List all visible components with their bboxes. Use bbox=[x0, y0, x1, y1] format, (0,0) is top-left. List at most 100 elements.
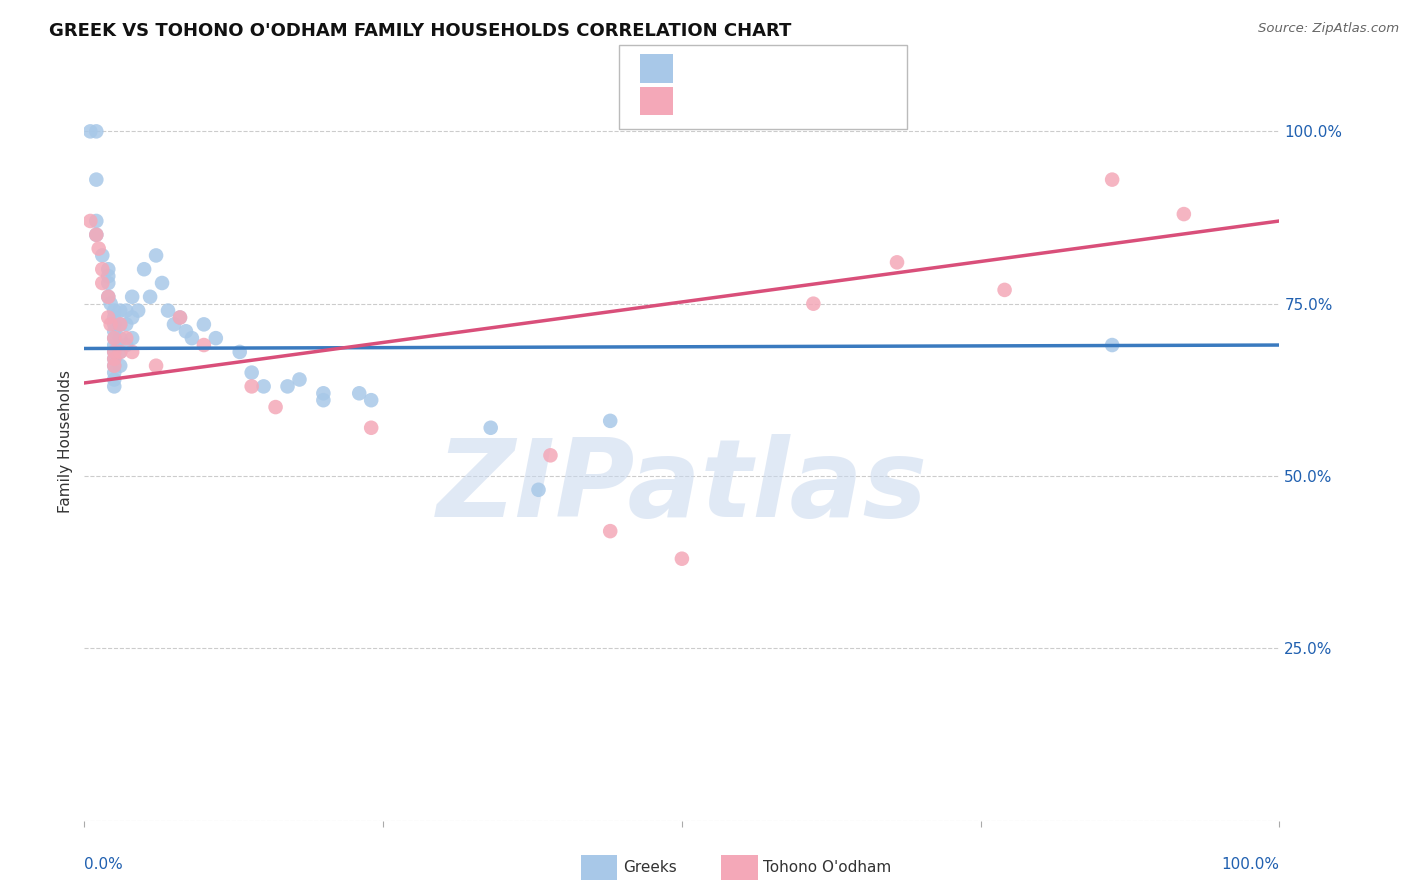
Point bbox=[103, 318, 125, 332]
Point bbox=[121, 310, 143, 325]
Point bbox=[312, 386, 335, 401]
Point bbox=[91, 276, 114, 290]
Text: 0.340: 0.340 bbox=[716, 94, 763, 108]
Point bbox=[174, 324, 197, 338]
Point bbox=[86, 214, 108, 228]
Point bbox=[103, 372, 125, 386]
Point bbox=[103, 351, 125, 366]
Point bbox=[91, 262, 114, 277]
Point bbox=[100, 296, 122, 310]
Point bbox=[103, 303, 125, 318]
Point bbox=[86, 227, 108, 242]
Point bbox=[277, 379, 299, 393]
Point bbox=[97, 269, 120, 284]
Point bbox=[1173, 207, 1195, 221]
Point bbox=[145, 359, 167, 373]
Point bbox=[103, 359, 125, 373]
Point bbox=[349, 386, 371, 401]
Point bbox=[110, 303, 132, 318]
Point bbox=[86, 124, 108, 138]
Text: Tohono O'odham: Tohono O'odham bbox=[763, 860, 891, 874]
Point bbox=[139, 290, 162, 304]
Point bbox=[886, 255, 908, 269]
Point bbox=[994, 283, 1017, 297]
Point bbox=[240, 366, 263, 380]
Text: Greeks: Greeks bbox=[623, 860, 676, 874]
Point bbox=[103, 331, 125, 345]
Text: Source: ZipAtlas.com: Source: ZipAtlas.com bbox=[1258, 22, 1399, 36]
Point bbox=[181, 331, 204, 345]
Point bbox=[97, 290, 120, 304]
Point bbox=[127, 303, 149, 318]
Point bbox=[110, 345, 132, 359]
Point bbox=[312, 393, 335, 408]
Point bbox=[115, 338, 138, 352]
Point bbox=[240, 379, 263, 393]
Point bbox=[253, 379, 276, 393]
Point bbox=[1101, 172, 1123, 186]
Point bbox=[103, 345, 125, 359]
Point bbox=[145, 248, 167, 262]
Point bbox=[97, 276, 120, 290]
Text: N =: N = bbox=[786, 94, 820, 108]
Point bbox=[103, 359, 125, 373]
Point bbox=[100, 318, 122, 332]
Text: R =: R = bbox=[679, 94, 713, 108]
Point bbox=[103, 310, 125, 325]
Point bbox=[360, 393, 382, 408]
Point bbox=[115, 318, 138, 332]
Point bbox=[193, 338, 215, 352]
Text: R =: R = bbox=[679, 62, 713, 76]
Point bbox=[97, 262, 120, 277]
Point bbox=[79, 214, 101, 228]
Point bbox=[157, 303, 180, 318]
Point bbox=[110, 345, 132, 359]
Point bbox=[360, 421, 382, 435]
Point bbox=[599, 414, 621, 428]
Point bbox=[121, 345, 143, 359]
Text: GREEK VS TOHONO O'ODHAM FAMILY HOUSEHOLDS CORRELATION CHART: GREEK VS TOHONO O'ODHAM FAMILY HOUSEHOLD… bbox=[49, 22, 792, 40]
Point bbox=[163, 318, 186, 332]
Point bbox=[1101, 338, 1123, 352]
Y-axis label: Family Households: Family Households bbox=[58, 370, 73, 513]
Point bbox=[132, 262, 156, 277]
Point bbox=[169, 310, 191, 325]
Point bbox=[110, 359, 132, 373]
Text: 100.0%: 100.0% bbox=[1222, 857, 1279, 872]
Point bbox=[479, 421, 502, 435]
Point bbox=[671, 551, 693, 566]
Point bbox=[103, 331, 125, 345]
Point bbox=[103, 351, 125, 366]
Point bbox=[110, 331, 132, 345]
Point bbox=[86, 172, 108, 186]
Point bbox=[599, 524, 621, 538]
Point bbox=[229, 345, 252, 359]
Text: 59: 59 bbox=[823, 62, 844, 76]
Point bbox=[540, 448, 562, 462]
Point bbox=[115, 303, 138, 318]
Point bbox=[97, 290, 120, 304]
Point bbox=[527, 483, 550, 497]
Point bbox=[169, 310, 191, 325]
Point bbox=[103, 379, 125, 393]
Point bbox=[103, 338, 125, 352]
Text: 0.0%: 0.0% bbox=[84, 857, 124, 872]
Point bbox=[193, 318, 215, 332]
Point bbox=[86, 227, 108, 242]
Point bbox=[87, 242, 110, 256]
Text: 30: 30 bbox=[823, 94, 844, 108]
Point bbox=[91, 248, 114, 262]
Point bbox=[121, 331, 143, 345]
Point bbox=[205, 331, 228, 345]
Point bbox=[103, 345, 125, 359]
Point bbox=[115, 331, 138, 345]
Point bbox=[110, 318, 132, 332]
Point bbox=[103, 324, 125, 338]
Text: ZIPatlas: ZIPatlas bbox=[436, 434, 928, 540]
Point bbox=[103, 366, 125, 380]
Point bbox=[264, 400, 287, 414]
Text: N =: N = bbox=[786, 62, 820, 76]
Point bbox=[110, 318, 132, 332]
Point bbox=[803, 296, 825, 310]
Point bbox=[121, 290, 143, 304]
